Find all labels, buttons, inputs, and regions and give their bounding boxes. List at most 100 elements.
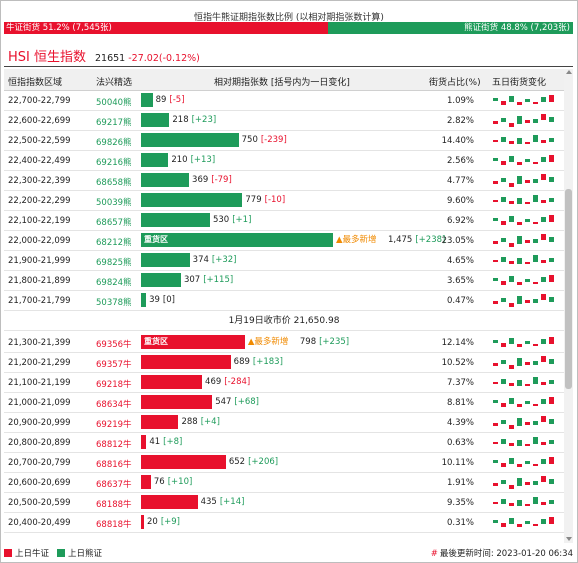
five-day-change-sparkline <box>489 373 559 393</box>
sparkline-bar <box>525 219 530 222</box>
bear-row: 21,800-21,899 69824熊 307 [+115] 3.65% <box>4 271 564 291</box>
contracts-number: 39 <box>149 295 160 305</box>
sparkline-bar <box>533 299 538 303</box>
update-hash: # <box>430 549 438 559</box>
legend-bear-label: 上日熊证 <box>68 549 103 559</box>
warrant-code-link[interactable]: 68658熊 <box>96 178 132 188</box>
bull-row: 21,000-21,099 68634牛 547 [+68] 8.81% <box>4 393 564 413</box>
warrant-code-link[interactable]: 68637牛 <box>96 480 132 490</box>
legend-bear-swatch <box>57 549 66 557</box>
bear-row: 22,500-22,599 69826熊 750 [-239] 14.40% <box>4 131 564 151</box>
sparkline-bar <box>517 176 522 184</box>
header-share: 街货占比(%) <box>429 78 481 88</box>
scroll-up-arrow-icon[interactable] <box>566 70 572 74</box>
bull-row: 20,400-20,499 68818牛 20 [+9] 0.31% <box>4 513 564 533</box>
last-updated: # 最後更新时间: 2023-01-20 06:34 <box>431 547 573 559</box>
sparkline-bar <box>509 96 514 102</box>
scroll-thumb[interactable] <box>565 189 572 389</box>
sparkline-bar <box>501 161 506 165</box>
share-cell: 12.14% <box>441 338 474 348</box>
warrant-code-link[interactable]: 50039熊 <box>96 198 132 208</box>
sparkline-bar <box>493 382 498 384</box>
most-added-tag: ▲最多新增 <box>247 337 289 347</box>
warrant-code-link[interactable]: 68816牛 <box>96 460 132 470</box>
warrant-code-link[interactable]: 68657熊 <box>96 218 132 228</box>
contracts-number: 750 <box>241 135 258 145</box>
sparkline-bar <box>509 303 514 307</box>
warrant-code-link[interactable]: 69825熊 <box>96 258 132 268</box>
contracts-number: 307 <box>183 275 201 285</box>
sparkline-bar <box>493 121 498 124</box>
sparkline-bar <box>549 237 554 242</box>
legend-bull-swatch <box>4 549 12 557</box>
sparkline-bar <box>501 257 506 262</box>
sparkline-bar <box>509 443 514 446</box>
sparkline-bar <box>501 360 506 364</box>
warrant-code-link[interactable]: 69219牛 <box>96 420 132 430</box>
warrant-code-link[interactable]: 69826熊 <box>96 138 132 148</box>
share-cell: 4.65% <box>446 256 474 266</box>
warrant-code-link[interactable]: 69357牛 <box>96 360 132 370</box>
contracts-value: 750 [-239] <box>242 133 287 147</box>
warrant-code-link[interactable]: 68812牛 <box>96 440 132 450</box>
sparkline-bar <box>525 444 530 446</box>
range-cell: 20,400-20,499 <box>8 518 71 528</box>
contracts-value: 41 [+8] <box>149 435 182 449</box>
warrant-code-link[interactable]: 69824熊 <box>96 278 132 288</box>
contracts-number: 210 <box>171 155 188 165</box>
sparkline-bar <box>517 464 522 467</box>
warrant-code-link[interactable]: 68188牛 <box>96 500 132 510</box>
contracts-value: 20 [+9] <box>147 515 180 529</box>
range-cell: 22,600-22,699 <box>8 116 71 126</box>
sparkline-bar <box>533 222 538 224</box>
sparkline-bar <box>549 138 554 142</box>
scrollbar[interactable] <box>564 69 573 543</box>
five-day-change-sparkline <box>489 433 559 453</box>
contracts-number: 288 <box>181 417 198 427</box>
warrant-code-link[interactable]: 69356牛 <box>96 340 132 350</box>
sparkline-bar <box>549 479 554 484</box>
sparkline-bar <box>493 140 498 142</box>
contracts-bar <box>141 193 243 207</box>
sparkline-bar <box>501 439 506 444</box>
warrant-code-link[interactable]: 68818牛 <box>96 520 132 530</box>
sparkline-bar <box>525 159 530 162</box>
warrant-code-link[interactable]: 69218牛 <box>96 380 132 390</box>
contracts-change: [+4] <box>200 417 220 427</box>
sparkline-bar <box>541 157 546 162</box>
share-cell: 9.35% <box>446 498 474 508</box>
contracts-change: [+13] <box>190 155 216 165</box>
warrant-code-link[interactable]: 68212熊 <box>96 238 132 248</box>
share-cell: 10.11% <box>441 458 474 468</box>
sparkline-bar <box>501 480 506 484</box>
warrant-code-link[interactable]: 69217熊 <box>96 118 132 128</box>
bull-row: 20,700-20,799 68816牛 652 [+206] 10.11% <box>4 453 564 473</box>
warrant-code-link[interactable]: 50040熊 <box>96 98 132 108</box>
contracts-bar <box>141 495 198 509</box>
sparkline-bar <box>493 260 498 262</box>
range-cell: 21,700-21,799 <box>8 296 71 306</box>
warrant-code-link[interactable]: 68634牛 <box>96 400 132 410</box>
sparkline-bar <box>501 499 506 504</box>
warrant-code-link[interactable]: 69216熊 <box>96 158 132 168</box>
contracts-number: 369 <box>192 175 209 185</box>
sparkline-bar <box>533 239 538 243</box>
contracts-bar <box>141 213 210 227</box>
share-cell: 9.60% <box>446 196 474 206</box>
range-cell: 22,000-22,099 <box>8 236 71 246</box>
sparkline-bar <box>501 137 506 142</box>
contracts-change: [+8] <box>163 437 183 447</box>
sparkline-bar <box>549 419 554 424</box>
sparkline-bar <box>509 383 514 386</box>
contracts-value: 689 [+183] <box>234 355 283 369</box>
sparkline-bar <box>525 504 530 506</box>
contracts-change: [+14] <box>219 497 245 507</box>
sparkline-bar <box>549 297 554 302</box>
warrant-code-link[interactable]: 50378熊 <box>96 298 132 308</box>
sparkline-bar <box>509 156 514 162</box>
bear-row: 22,400-22,499 69216熊 210 [+13] 2.56% <box>4 151 564 171</box>
sparkline-bar <box>493 460 498 463</box>
sparkline-bar <box>509 261 514 264</box>
sparkline-bar <box>541 277 546 282</box>
scroll-down-arrow-icon[interactable] <box>566 537 572 541</box>
